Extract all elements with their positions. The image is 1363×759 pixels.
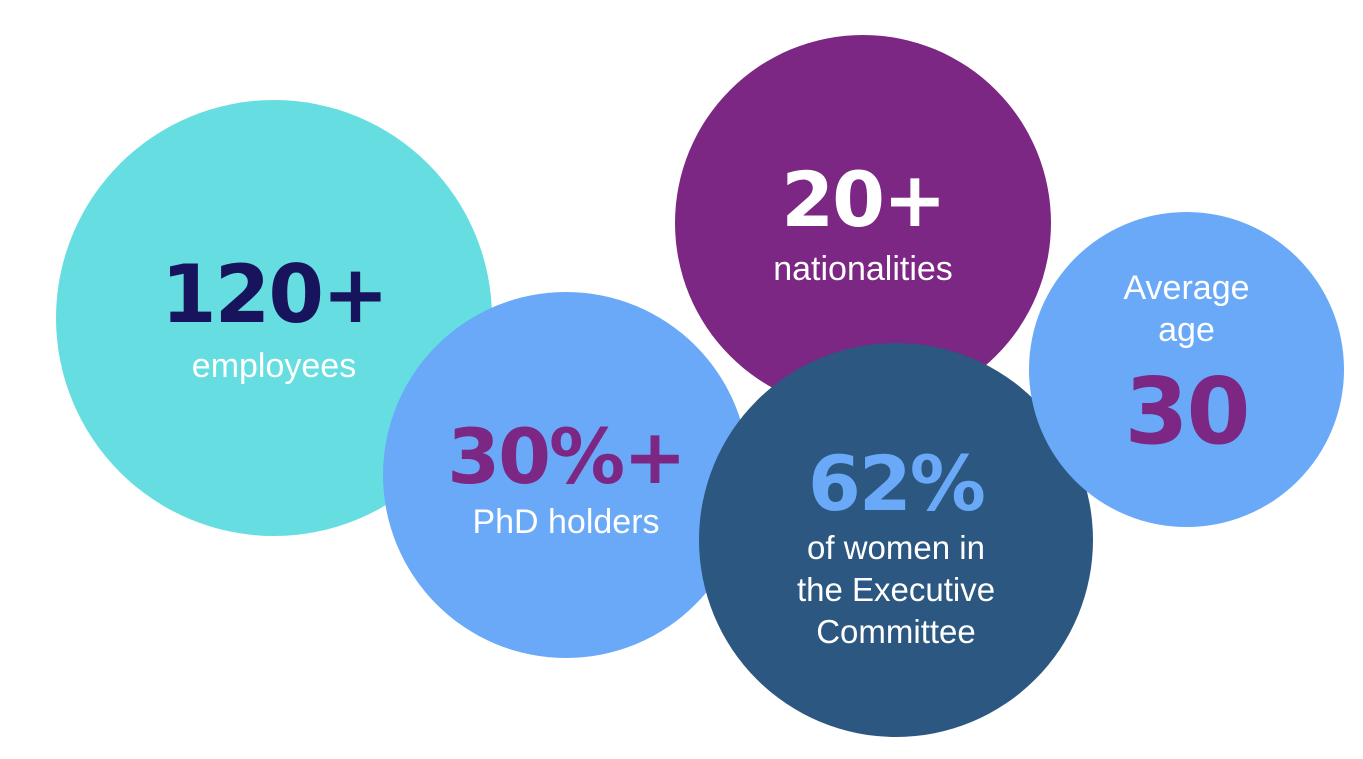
women-executive-stat-bubble: 62% of women in the Executive Committee — [699, 343, 1093, 737]
employees-label: employees — [191, 347, 357, 385]
women-value: 62% — [808, 439, 986, 528]
employees-stat-bubble: 120+ employees — [56, 100, 492, 536]
nationalities-label: nationalities — [773, 250, 953, 288]
women-label-line-1: of women in — [807, 529, 985, 566]
age-label-line-1: Average — [1123, 269, 1250, 307]
average-age-stat-bubble: Average age 30 — [1029, 212, 1344, 527]
age-value: 30 — [1124, 358, 1250, 465]
women-label: of women in the Executive Committee — [699, 527, 1093, 653]
employees-value: 120+ — [160, 248, 389, 341]
nationalities-stat-bubble: 20+ nationalities — [675, 35, 1051, 411]
women-label-line-2: the Executive — [796, 571, 996, 608]
age-label-line-2: age — [1158, 311, 1215, 349]
nationalities-value: 20+ — [781, 155, 946, 244]
phd-stat-bubble: 30%+ PhD holders — [383, 292, 749, 658]
age-label: Average age — [1029, 267, 1344, 351]
phd-label: PhD holders — [472, 503, 660, 541]
women-label-line-3: Committee — [816, 613, 976, 650]
phd-value: 30%+ — [447, 412, 687, 501]
